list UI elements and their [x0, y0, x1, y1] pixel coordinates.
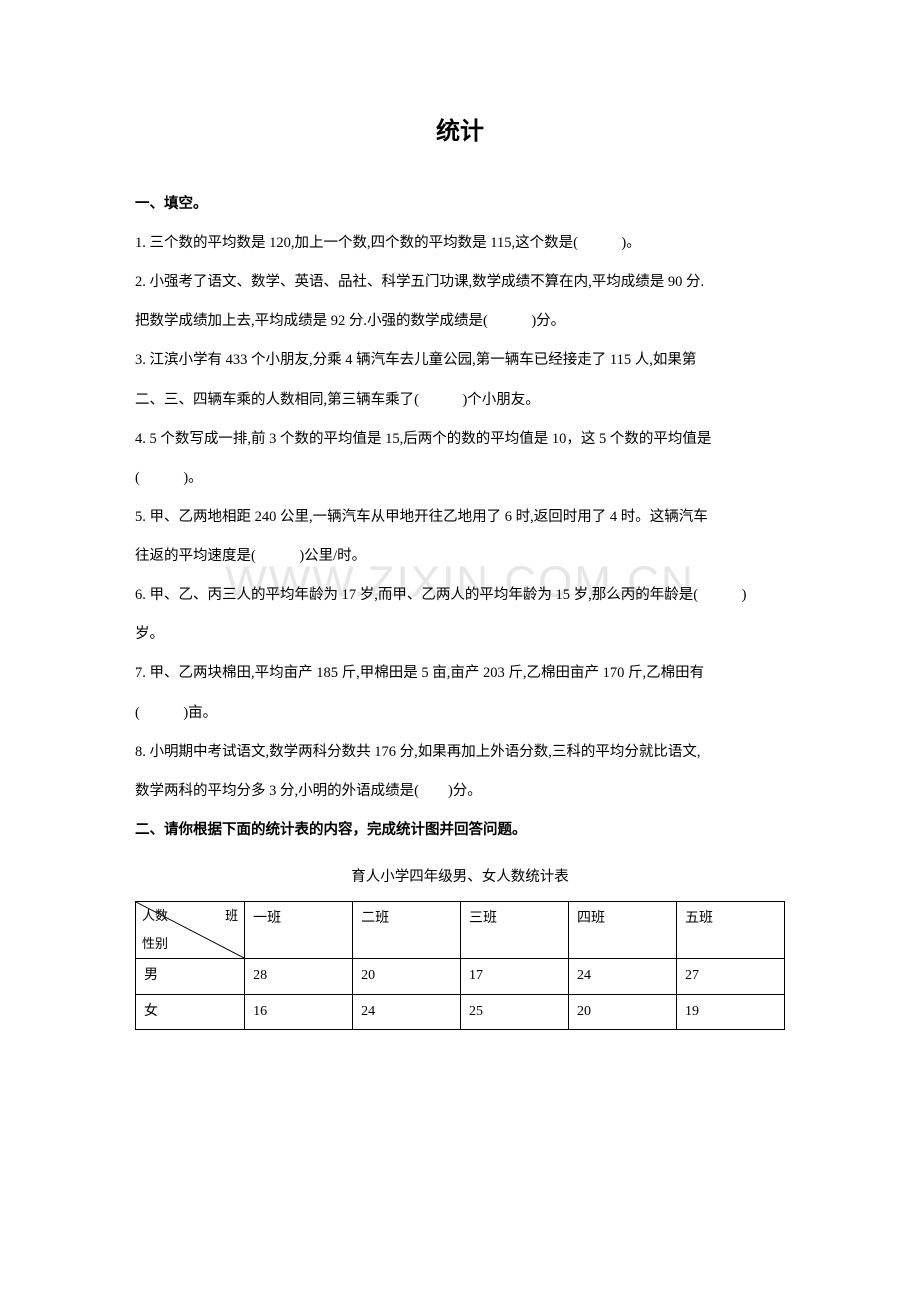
question-4-line-b: ( )。: [135, 459, 785, 498]
question-6-line-a: 6. 甲、乙、丙三人的平均年龄为 17 岁,而甲、乙两人的平均年龄为 15 岁,…: [135, 576, 785, 615]
diag-left-label: 人数: [142, 906, 168, 927]
question-8-line-b: 数学两科的平均分多 3 分,小明的外语成绩是( )分。: [135, 772, 785, 811]
table-cell: 16: [245, 994, 353, 1029]
row-label: 男: [136, 959, 245, 994]
table-cell: 20: [569, 994, 677, 1029]
table-cell: 17: [461, 959, 569, 994]
table-row: 女 16 24 25 20 19: [136, 994, 785, 1029]
question-2-line-b: 把数学成绩加上去,平均成绩是 92 分.小强的数学成绩是( )分。: [135, 302, 785, 341]
question-5-line-a: 5. 甲、乙两地相距 240 公里,一辆汽车从甲地开往乙地用了 6 时,返回时用…: [135, 498, 785, 537]
table-cell: 24: [353, 994, 461, 1029]
diag-bottom-label: 性别: [142, 934, 168, 955]
stats-table: 人数 班 性别 一班 二班 三班 四班 五班 男 28 20 17 24 27 …: [135, 901, 785, 1030]
question-7-line-a: 7. 甲、乙两块棉田,平均亩产 185 斤,甲棉田是 5 亩,亩产 203 斤,…: [135, 654, 785, 693]
col-header: 一班: [245, 902, 353, 959]
question-1: 1. 三个数的平均数是 120,加上一个数,四个数的平均数是 115,这个数是(…: [135, 224, 785, 263]
table-row: 男 28 20 17 24 27: [136, 959, 785, 994]
col-header: 三班: [461, 902, 569, 959]
question-4-line-a: 4. 5 个数写成一排,前 3 个数的平均值是 15,后两个的数的平均值是 10…: [135, 420, 785, 459]
diag-top-label: 班: [225, 906, 238, 927]
diagonal-header-cell: 人数 班 性别: [136, 902, 245, 959]
table-cell: 19: [676, 994, 784, 1029]
table-cell: 24: [569, 959, 677, 994]
col-header: 二班: [353, 902, 461, 959]
col-header: 四班: [569, 902, 677, 959]
row-label: 女: [136, 994, 245, 1029]
table-cell: 27: [676, 959, 784, 994]
col-header: 五班: [676, 902, 784, 959]
question-3-line-a: 3. 江滨小学有 433 个小朋友,分乘 4 辆汽车去儿童公园,第一辆车已经接走…: [135, 341, 785, 380]
question-2-line-a: 2. 小强考了语文、数学、英语、品社、科学五门功课,数学成绩不算在内,平均成绩是…: [135, 263, 785, 302]
page-title: 统计: [135, 100, 785, 165]
table-cell: 28: [245, 959, 353, 994]
question-3-line-b: 二、三、四辆车乘的人数相同,第三辆车乘了( )个小朋友。: [135, 381, 785, 420]
question-5-line-b: 往返的平均速度是( )公里/时。: [135, 537, 785, 576]
table-cell: 20: [353, 959, 461, 994]
question-8-line-a: 8. 小明期中考试语文,数学两科分数共 176 分,如果再加上外语分数,三科的平…: [135, 733, 785, 772]
table-cell: 25: [461, 994, 569, 1029]
table-caption: 育人小学四年级男、女人数统计表: [135, 858, 785, 897]
section-2-header: 二、请你根据下面的统计表的内容，完成统计图并回答问题。: [135, 811, 785, 850]
section-1-header: 一、填空。: [135, 185, 785, 224]
question-6-line-b: 岁。: [135, 615, 785, 654]
question-7-line-b: ( )亩。: [135, 694, 785, 733]
table-header-row: 人数 班 性别 一班 二班 三班 四班 五班: [136, 902, 785, 959]
